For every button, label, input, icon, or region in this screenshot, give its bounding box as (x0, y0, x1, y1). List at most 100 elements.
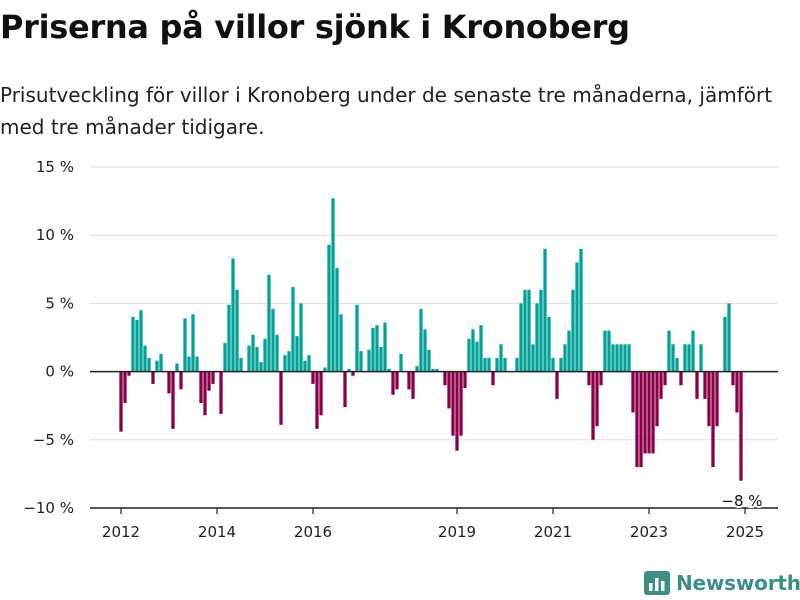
y-tick-label: 5 % (45, 294, 74, 312)
bar (515, 357, 519, 372)
bar (183, 318, 187, 372)
bar (591, 371, 595, 440)
bar (679, 371, 683, 386)
bar (707, 371, 711, 427)
bar (219, 371, 223, 414)
x-tick-label: 2014 (198, 523, 236, 541)
bar (255, 347, 259, 372)
bar (319, 371, 323, 416)
bar (323, 367, 327, 372)
bar (623, 344, 627, 372)
bar (415, 366, 419, 372)
bar (671, 344, 675, 372)
bar (191, 314, 195, 372)
bar (171, 371, 175, 429)
bar (563, 344, 567, 372)
bar (739, 371, 743, 481)
bar (663, 371, 667, 386)
x-tick-label: 2012 (102, 523, 140, 541)
bar (383, 322, 387, 372)
bar (355, 304, 359, 372)
grid-lines (90, 166, 778, 441)
bar (687, 344, 691, 372)
bar (327, 244, 331, 372)
bar (235, 289, 239, 372)
bar (519, 303, 523, 372)
bar (539, 289, 543, 372)
bar (287, 351, 291, 372)
bar (667, 330, 671, 372)
bar (575, 262, 579, 372)
bar (247, 345, 251, 372)
bar (731, 371, 735, 386)
bar (723, 317, 727, 372)
bar (143, 345, 147, 372)
bar (579, 248, 583, 372)
bar (259, 362, 263, 372)
bar (267, 274, 271, 372)
bar (335, 267, 339, 372)
bar (123, 371, 127, 403)
brand-logo: Newsworthy (644, 569, 800, 597)
bar (459, 371, 463, 436)
bar (187, 356, 191, 372)
bar (447, 371, 451, 409)
bar (483, 357, 487, 372)
bar (443, 371, 447, 386)
bar (195, 356, 199, 372)
bar (471, 329, 475, 372)
bar (211, 371, 215, 384)
brand-name: Newsworthy (676, 571, 800, 595)
bar (131, 317, 135, 372)
bar (535, 303, 539, 372)
bar (387, 368, 391, 372)
bar (127, 371, 131, 376)
bar (303, 360, 307, 372)
bar (715, 371, 719, 427)
bar (275, 334, 279, 372)
bar (239, 357, 243, 372)
bar (571, 289, 575, 372)
bar (399, 353, 403, 372)
bar (419, 308, 423, 372)
bar (555, 371, 559, 399)
bar (567, 330, 571, 372)
bar (607, 330, 611, 372)
bar (331, 198, 335, 372)
bar (367, 349, 371, 372)
bar (295, 336, 299, 372)
bar (627, 344, 631, 372)
bar (647, 371, 651, 454)
bar (699, 344, 703, 372)
bar (155, 360, 159, 372)
bar (491, 371, 495, 386)
bar (283, 355, 287, 372)
bar (231, 258, 235, 372)
bar (279, 371, 283, 425)
bar (611, 344, 615, 372)
bar (635, 371, 639, 468)
bar (347, 368, 351, 372)
bar (695, 371, 699, 399)
bar (503, 357, 507, 372)
bar (651, 371, 655, 454)
bar (371, 327, 375, 372)
bar (639, 371, 643, 468)
y-tick-label: −5 % (33, 431, 74, 449)
bar (307, 355, 311, 372)
bar (451, 371, 455, 436)
bar (179, 371, 183, 390)
bar (299, 303, 303, 372)
y-axis-labels: 15 % 10 % 5 % 0 % −5 % −10 % (23, 158, 74, 517)
bar (499, 344, 503, 372)
annotation-label: −8 % (721, 492, 762, 510)
chart-title: Priserna på villor sjönk i Kronoberg (0, 8, 630, 46)
bar (271, 308, 275, 372)
bar (167, 371, 171, 394)
bar (291, 287, 295, 372)
bar (203, 371, 207, 416)
bar (199, 371, 203, 403)
bar (427, 349, 431, 372)
bar (147, 357, 151, 372)
newsworthy-logo-icon (644, 571, 670, 595)
